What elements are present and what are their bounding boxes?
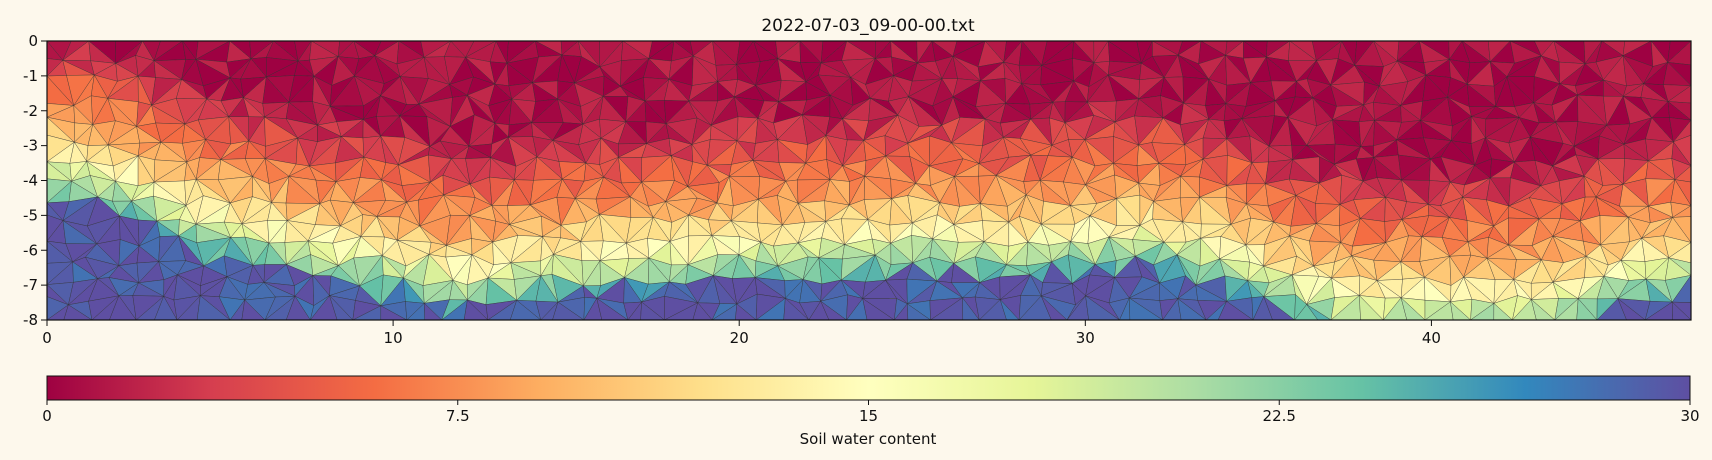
mesh-cell <box>241 299 266 320</box>
mesh-cell <box>63 304 93 320</box>
mesh-cell <box>999 299 1020 320</box>
mesh-cell <box>1400 297 1426 320</box>
mesh-cell <box>196 295 231 320</box>
mesh-cell <box>1085 295 1120 320</box>
y-tick-label: -2 <box>23 102 38 120</box>
mesh-cell <box>1306 304 1332 320</box>
mesh-cell <box>962 297 980 320</box>
mesh-cell <box>1450 301 1471 320</box>
colorbar-tick-label: 30 <box>1680 407 1699 425</box>
mesh-cell <box>154 295 178 320</box>
mesh-cell <box>820 300 847 320</box>
mesh-cell <box>692 302 713 320</box>
mesh-cell <box>1177 298 1207 320</box>
mesh-cell <box>596 297 629 320</box>
mesh-cell <box>1359 294 1384 320</box>
colorbar <box>46 375 1691 401</box>
y-tick-label: -1 <box>23 67 38 85</box>
mesh-cell <box>424 302 443 320</box>
mesh-cell <box>1040 295 1068 320</box>
colorbar-tick-label: 7.5 <box>446 407 470 425</box>
y-tick-label: -8 <box>23 311 38 329</box>
mesh-cell <box>552 301 585 320</box>
mesh-cell <box>1530 298 1556 320</box>
x-axis: 0 10 20 30 40 <box>42 320 1441 347</box>
x-tick-label: 0 <box>42 329 52 347</box>
mesh-cell <box>463 299 489 320</box>
y-axis: 0 -1 -2 -3 -4 -5 -6 -7 -8 <box>23 32 47 329</box>
mesh-cell <box>109 295 137 320</box>
colorbar-label: Soil water content <box>800 430 937 448</box>
mesh-cell <box>1263 295 1295 320</box>
y-tick-label: -4 <box>23 172 38 190</box>
y-tick-label: -7 <box>23 276 38 294</box>
mesh-cell <box>907 303 931 320</box>
mesh-cell <box>329 295 354 320</box>
mesh-cell <box>1493 302 1513 320</box>
mesh-cell <box>1671 301 1691 320</box>
mesh-cell <box>862 298 895 320</box>
mesh-cell <box>1617 297 1646 320</box>
mesh-cell <box>1217 300 1254 320</box>
mesh-cell <box>380 305 407 320</box>
x-tick-label: 10 <box>384 329 403 347</box>
mesh-plot-area <box>47 41 1691 320</box>
mesh-cell <box>1576 298 1598 320</box>
colorbar-tick-label: 22.5 <box>1263 407 1296 425</box>
colorbar-tick-label: 15 <box>859 407 878 425</box>
mesh-cell <box>735 303 757 320</box>
y-tick-label: 0 <box>28 32 38 50</box>
y-tick-label: -5 <box>23 206 38 224</box>
mesh-cell <box>640 301 665 320</box>
mesh-cell <box>509 299 542 320</box>
colorbar-ticks: 0 7.5 15 22.5 30 <box>42 400 1700 425</box>
mesh-cell <box>1129 297 1164 320</box>
x-tick-label: 20 <box>730 329 749 347</box>
x-tick-label: 30 <box>1076 329 1095 347</box>
chart-title: 2022-07-03_09-00-00.txt <box>761 16 975 36</box>
x-tick-label: 40 <box>1422 329 1441 347</box>
colorbar-tick-label: 0 <box>42 407 52 425</box>
mesh-cell <box>285 295 311 320</box>
y-tick-label: -6 <box>23 241 38 259</box>
y-tick-label: -3 <box>23 137 38 155</box>
mesh-cell <box>783 297 810 320</box>
